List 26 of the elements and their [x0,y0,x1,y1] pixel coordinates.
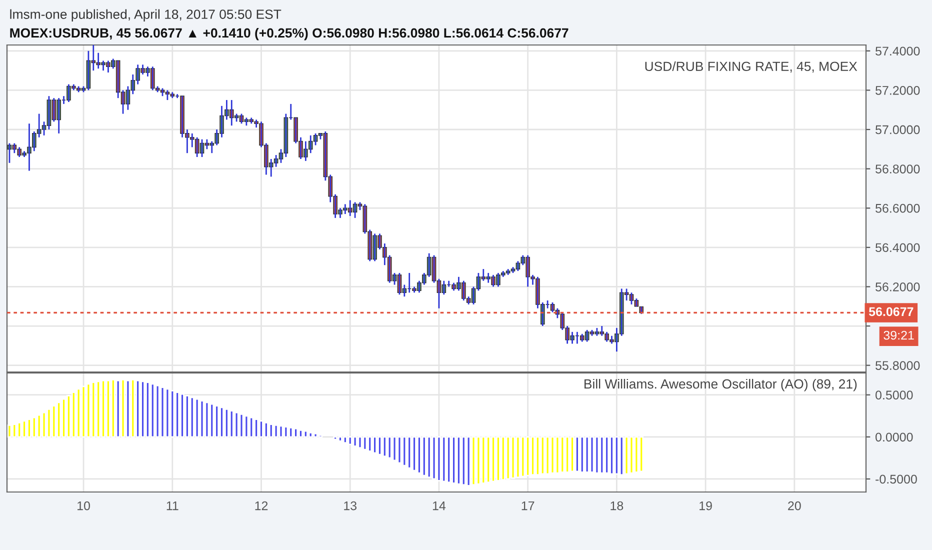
x-tick-label: 14 [432,501,446,510]
y-tick-label: -0.5000 [876,474,917,484]
x-tick-label: 11 [166,501,178,510]
y-tick-label: 0.5000 [876,390,913,400]
x-tick-label: 19 [700,501,712,510]
text: lmsm-one published, April 18, 2017 05:50 EST [10,9,282,22]
x-tick-label: 20 [788,501,801,510]
y-tick-label: 57.2000 [876,86,920,95]
y-tick-label: 56.4000 [876,243,920,252]
y-tick-label: 56.6000 [876,204,920,213]
y-tick-label: 57.4000 [876,46,920,56]
x-tick-label: 17 [522,501,534,510]
x-tick-label: 12 [255,501,268,510]
y-tick-label: 57.0000 [876,125,920,134]
text: USD/RUB FIXING RATE, 45, MOEX [645,61,858,73]
x-tick-label: 10 [78,501,90,510]
y-tick-label: 56.8000 [876,164,920,174]
text: MOEX:USDRUB, 45 56.0677 ▲ +0.1410 (+0.25%) O:56.0980 H:56.0980 L:56.0614 C:56.0677 [10,28,568,40]
x-tick-label: 18 [610,501,624,510]
y-tick-label: 56.2000 [876,282,920,292]
text: 39:21 [884,330,914,340]
ref-line-label: 56.0677 [868,307,914,316]
y-tick-label: 0.0000 [876,432,913,442]
y-tick-label: 55.8000 [876,361,920,370]
chart-title: Bill Williams. Awesome Oscillator (AO) (89, 21) [584,378,857,392]
x-tick-label: 13 [344,501,357,510]
